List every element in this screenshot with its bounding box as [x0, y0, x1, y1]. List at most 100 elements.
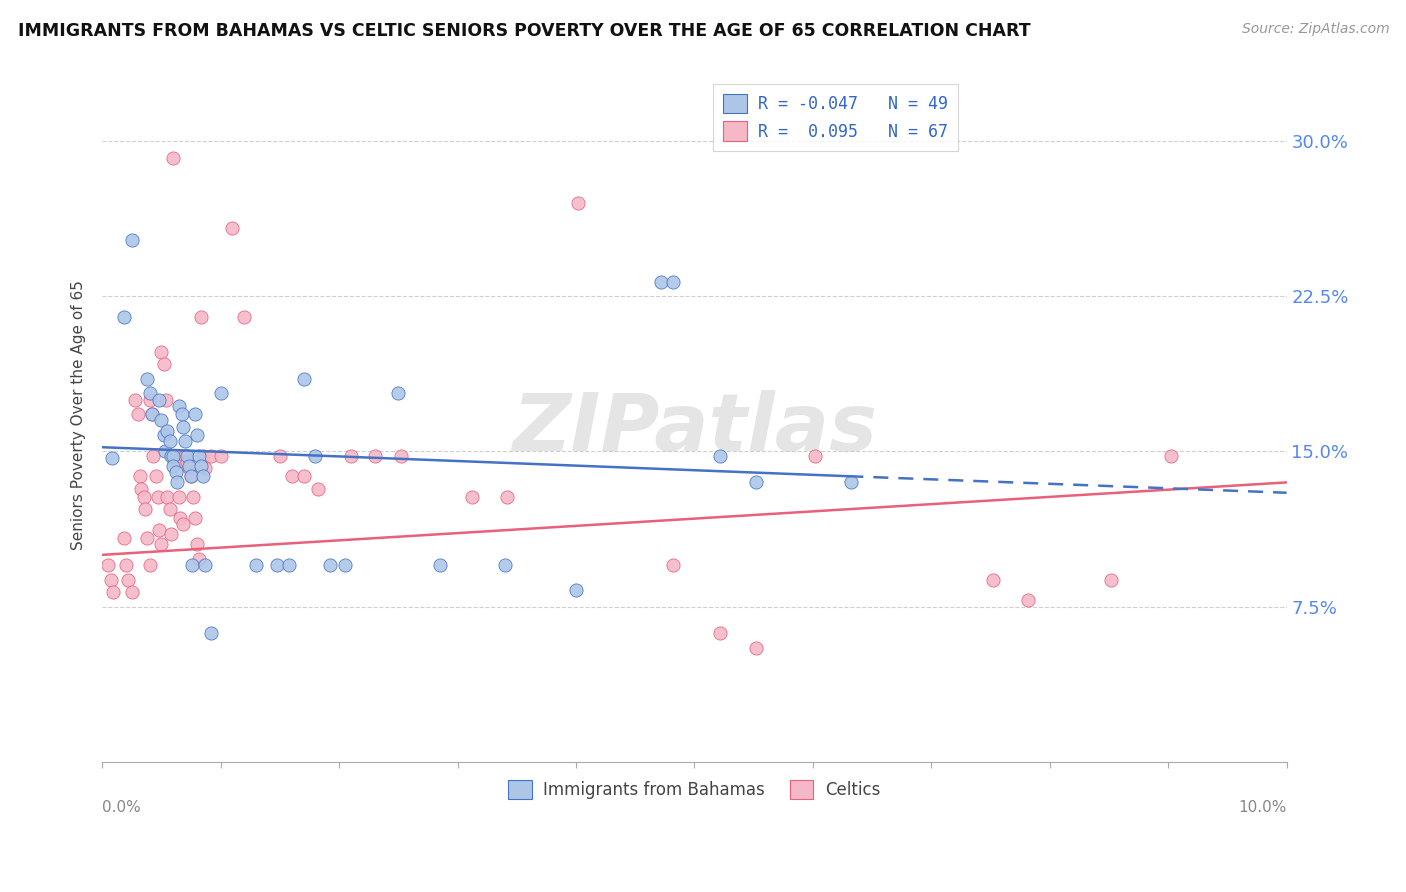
Point: [191, 449, 214, 463]
Point: [209, 386, 232, 401]
Point: [180, 469, 202, 483]
Point: [146, 490, 169, 504]
Point: [160, 449, 183, 463]
Point: [461, 490, 484, 504]
Point: [156, 490, 179, 504]
Point: [307, 482, 329, 496]
Point: [142, 449, 165, 463]
Point: [115, 558, 138, 573]
Point: [150, 345, 173, 359]
Point: [169, 510, 191, 524]
Point: [172, 516, 194, 531]
Point: [166, 475, 188, 490]
Point: [132, 490, 155, 504]
Point: [650, 275, 672, 289]
Point: [188, 552, 211, 566]
Point: [190, 458, 212, 473]
Point: [167, 399, 190, 413]
Point: [304, 449, 326, 463]
Point: [177, 458, 200, 473]
Point: [387, 386, 409, 401]
Point: [165, 449, 187, 463]
Point: [159, 434, 181, 448]
Point: [150, 537, 173, 551]
Point: [745, 640, 768, 655]
Point: [138, 392, 160, 407]
Point: [97, 558, 120, 573]
Point: [494, 558, 516, 573]
Point: [269, 449, 291, 463]
Point: [170, 407, 193, 421]
Point: [186, 427, 208, 442]
Point: [141, 407, 163, 421]
Point: [183, 407, 205, 421]
Point: [200, 449, 222, 463]
Point: [101, 585, 124, 599]
Point: [292, 372, 315, 386]
Point: [100, 450, 122, 465]
Point: [138, 386, 160, 401]
Point: [363, 449, 385, 463]
Point: [174, 434, 197, 448]
Point: [333, 558, 356, 573]
Point: [709, 626, 731, 640]
Point: [153, 444, 176, 458]
Point: [318, 558, 340, 573]
Point: [129, 482, 152, 496]
Point: [160, 527, 183, 541]
Point: [194, 461, 217, 475]
Point: [156, 424, 179, 438]
Point: [745, 475, 768, 490]
Point: [245, 558, 267, 573]
Text: IMMIGRANTS FROM BAHAMAS VS CELTIC SENIORS POVERTY OVER THE AGE OF 65 CORRELATION: IMMIGRANTS FROM BAHAMAS VS CELTIC SENIOR…: [18, 22, 1031, 40]
Point: [153, 358, 176, 372]
Point: [177, 461, 200, 475]
Text: Source: ZipAtlas.com: Source: ZipAtlas.com: [1241, 22, 1389, 37]
Point: [148, 392, 170, 407]
Point: [233, 310, 256, 324]
Point: [167, 490, 190, 504]
Legend: Immigrants from Bahamas, Celtics: Immigrants from Bahamas, Celtics: [502, 772, 887, 805]
Point: [162, 151, 184, 165]
Point: [117, 573, 139, 587]
Point: [709, 449, 731, 463]
Point: [1099, 573, 1122, 587]
Point: [389, 449, 412, 463]
Point: [292, 469, 315, 483]
Point: [190, 310, 212, 324]
Point: [174, 449, 197, 463]
Point: [266, 558, 288, 573]
Point: [804, 449, 827, 463]
Point: [839, 475, 862, 490]
Point: [100, 573, 122, 587]
Point: [200, 626, 222, 640]
Point: [121, 585, 143, 599]
Point: [145, 469, 167, 483]
Point: [340, 449, 363, 463]
Point: [191, 469, 214, 483]
Point: [155, 392, 177, 407]
Text: 0.0%: 0.0%: [103, 800, 141, 815]
Point: [162, 458, 184, 473]
Point: [172, 419, 194, 434]
Point: [121, 233, 143, 247]
Point: [162, 449, 184, 463]
Point: [662, 558, 685, 573]
Point: [280, 469, 302, 483]
Text: 10.0%: 10.0%: [1239, 800, 1286, 815]
Point: [176, 449, 198, 463]
Point: [159, 502, 181, 516]
Point: [180, 469, 202, 483]
Point: [127, 407, 149, 421]
Point: [150, 413, 173, 427]
Point: [176, 455, 198, 469]
Point: [112, 310, 135, 324]
Point: [565, 582, 588, 597]
Point: [662, 275, 685, 289]
Point: [1160, 449, 1182, 463]
Point: [194, 558, 217, 573]
Y-axis label: Seniors Poverty Over the Age of 65: Seniors Poverty Over the Age of 65: [72, 280, 86, 550]
Point: [148, 523, 170, 537]
Point: [165, 465, 187, 479]
Point: [166, 455, 188, 469]
